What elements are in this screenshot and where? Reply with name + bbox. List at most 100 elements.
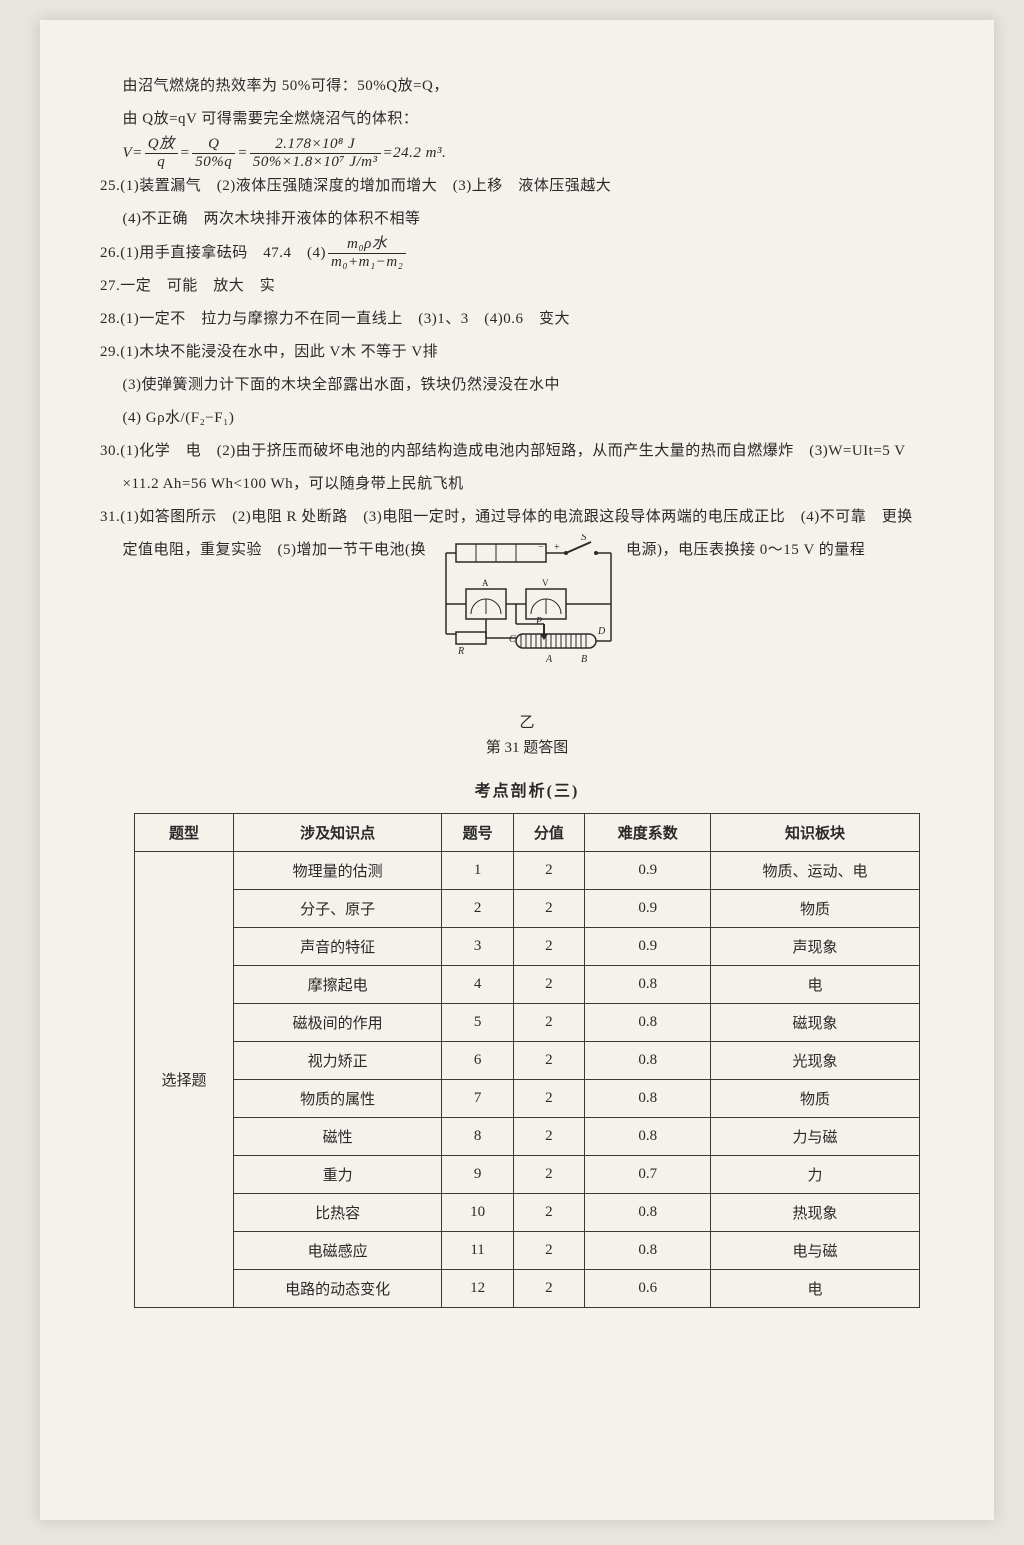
circuit-diagram: − + S A — [426, 534, 626, 694]
table-row: 选择题物理量的估测120.9物质、运动、电 — [135, 852, 920, 890]
numerator: Q — [192, 136, 235, 154]
fraction: m₀ρ水 m₀+m₁−m₂ — [328, 236, 406, 270]
svg-text:P: P — [535, 616, 543, 627]
table-row: 重力920.7力 — [135, 1156, 920, 1194]
answer-text: 26.(1)用手直接拿砝码 47.4 (4) — [100, 237, 326, 270]
cell-score: 2 — [513, 1270, 584, 1308]
denominator: m₀+m₁−m₂ — [328, 254, 406, 271]
svg-text:C: C — [509, 634, 516, 645]
table-row: 视力矫正620.8光现象 — [135, 1042, 920, 1080]
svg-text:A: A — [545, 654, 553, 665]
cell-num: 12 — [442, 1270, 513, 1308]
cell-num: 10 — [442, 1194, 513, 1232]
cell-block: 磁现象 — [711, 1004, 920, 1042]
cell-block: 电 — [711, 966, 920, 1004]
answer-text-right: 电源)，电压表换接 0～15 V 的量程 — [626, 534, 954, 567]
denominator: q — [145, 154, 178, 171]
fraction: Q放 q — [145, 136, 178, 170]
cell-score: 2 — [513, 1118, 584, 1156]
cell-topic: 重力 — [233, 1156, 441, 1194]
cell-num: 5 — [442, 1004, 513, 1042]
cell-block: 力与磁 — [711, 1118, 920, 1156]
answer-line: 25.(1)装置漏气 (2)液体压强随深度的增加而增大 (3)上移 液体压强越大 — [100, 170, 954, 203]
cell-block: 热现象 — [711, 1194, 920, 1232]
th-topic: 涉及知识点 — [233, 814, 441, 852]
cell-score: 2 — [513, 1232, 584, 1270]
svg-text:−: − — [538, 542, 544, 553]
table-row: 电路的动态变化1220.6电 — [135, 1270, 920, 1308]
cell-type: 选择题 — [135, 852, 234, 1308]
cell-block: 物质、运动、电 — [711, 852, 920, 890]
analysis-table: 题型 涉及知识点 题号 分值 难度系数 知识板块 选择题物理量的估测120.9物… — [134, 813, 920, 1308]
cell-score: 2 — [513, 928, 584, 966]
answer-line: ×11.2 Ah=56 Wh<100 Wh，可以随身带上民航飞机 — [100, 468, 954, 501]
table-title: 考点剖析(三) — [100, 777, 954, 801]
th-type: 题型 — [135, 814, 234, 852]
denominator: 50%×1.8×10⁷ J/m³ — [250, 154, 381, 171]
cell-diff: 0.6 — [585, 1270, 711, 1308]
cell-score: 2 — [513, 1004, 584, 1042]
cell-topic: 磁性 — [233, 1118, 441, 1156]
cell-diff: 0.7 — [585, 1156, 711, 1194]
cell-score: 2 — [513, 1080, 584, 1118]
cell-num: 6 — [442, 1042, 513, 1080]
svg-text:D: D — [597, 626, 606, 637]
numerator: m₀ρ水 — [328, 236, 406, 254]
cell-num: 7 — [442, 1080, 513, 1118]
answer-line: 28.(1)一定不 拉力与摩擦力不在同一直线上 (3)1、3 (4)0.6 变大 — [100, 303, 954, 336]
cell-topic: 摩擦起电 — [233, 966, 441, 1004]
cell-num: 11 — [442, 1232, 513, 1270]
cell-diff: 0.8 — [585, 1118, 711, 1156]
cell-diff: 0.9 — [585, 852, 711, 890]
table-row: 磁极间的作用520.8磁现象 — [135, 1004, 920, 1042]
figure-caption: 第 31 题答图 — [100, 736, 954, 757]
cell-topic: 物质的属性 — [233, 1080, 441, 1118]
cell-topic: 声音的特征 — [233, 928, 441, 966]
answer-line: 26.(1)用手直接拿砝码 47.4 (4) m₀ρ水 m₀+m₁−m₂ — [100, 236, 954, 270]
cell-score: 2 — [513, 852, 584, 890]
cell-block: 电 — [711, 1270, 920, 1308]
cell-block: 物质 — [711, 1080, 920, 1118]
cell-block: 光现象 — [711, 1042, 920, 1080]
cell-score: 2 — [513, 966, 584, 1004]
numerator: 2.178×10⁸ J — [250, 136, 381, 154]
eq-text: V= — [123, 137, 143, 170]
equation-line: V= Q放 q = Q 50%q = 2.178×10⁸ J 50%×1.8×1… — [100, 136, 954, 170]
table-row: 电磁感应1120.8电与磁 — [135, 1232, 920, 1270]
answer-line: (3)使弹簧测力计下面的木块全部露出水面，铁块仍然浸没在水中 — [100, 369, 954, 402]
cell-topic: 物理量的估测 — [233, 852, 441, 890]
cell-diff: 0.8 — [585, 1080, 711, 1118]
th-num: 题号 — [442, 814, 513, 852]
answer-line: 30.(1)化学 电 (2)由于挤压而破坏电池的内部结构造成电池内部短路，从而产… — [100, 435, 954, 468]
table-row: 分子、原子220.9物质 — [135, 890, 920, 928]
cell-num: 9 — [442, 1156, 513, 1194]
numerator: Q放 — [145, 136, 178, 154]
cell-block: 声现象 — [711, 928, 920, 966]
cell-diff: 0.9 — [585, 928, 711, 966]
cell-num: 3 — [442, 928, 513, 966]
cell-block: 物质 — [711, 890, 920, 928]
table-row: 物质的属性720.8物质 — [135, 1080, 920, 1118]
answer-text-left: 定值电阻，重复实验 (5)增加一节干电池(换 — [123, 534, 427, 567]
th-block: 知识板块 — [711, 814, 920, 852]
cell-num: 8 — [442, 1118, 513, 1156]
cell-topic: 分子、原子 — [233, 890, 441, 928]
svg-text:V: V — [542, 578, 549, 588]
cell-diff: 0.8 — [585, 1042, 711, 1080]
answer-line: (4)不正确 两次木块排开液体的体积不相等 — [100, 203, 954, 236]
answer-line: (4) Gρ水/(F₂−F₁) — [100, 402, 954, 435]
fraction: 2.178×10⁸ J 50%×1.8×10⁷ J/m³ — [250, 136, 381, 170]
svg-text:A: A — [482, 578, 489, 588]
table-row: 比热容1020.8热现象 — [135, 1194, 920, 1232]
fraction: Q 50%q — [192, 136, 235, 170]
cell-diff: 0.8 — [585, 1004, 711, 1042]
cell-topic: 电路的动态变化 — [233, 1270, 441, 1308]
cell-score: 2 — [513, 890, 584, 928]
cell-score: 2 — [513, 1194, 584, 1232]
cell-topic: 电磁感应 — [233, 1232, 441, 1270]
svg-text:B: B — [581, 654, 588, 665]
cell-topic: 视力矫正 — [233, 1042, 441, 1080]
th-diff: 难度系数 — [585, 814, 711, 852]
cell-num: 2 — [442, 890, 513, 928]
svg-text:+: + — [554, 542, 560, 553]
